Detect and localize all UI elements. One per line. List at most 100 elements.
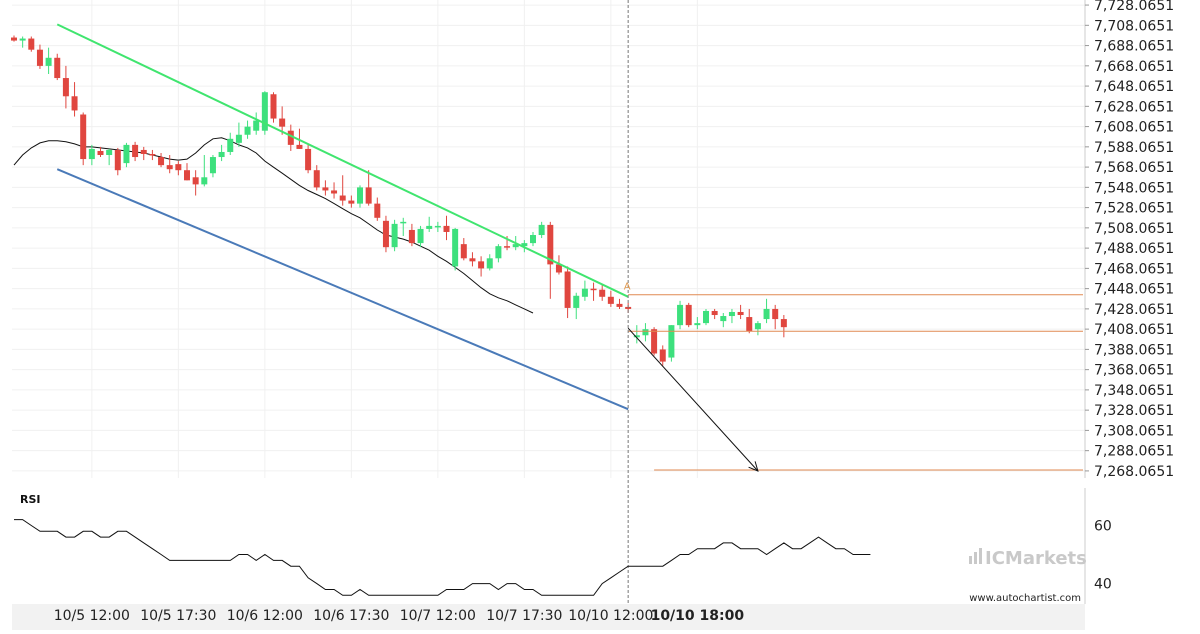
candle-body xyxy=(123,144,130,164)
candle-body xyxy=(400,221,407,224)
candle xyxy=(339,175,346,206)
price-tick-label: 7,708.0651 xyxy=(1094,18,1174,34)
candle xyxy=(71,82,78,117)
candle xyxy=(633,325,640,344)
candle-body xyxy=(132,144,139,158)
rsi-line xyxy=(14,519,871,596)
time-tick-label: 10/5 17:30 xyxy=(140,608,216,624)
candle-body xyxy=(711,310,718,316)
candle xyxy=(408,223,415,247)
time-tick-label: 10/5 12:00 xyxy=(54,608,130,624)
price-tick-label: 7,308.0651 xyxy=(1094,423,1174,439)
candle xyxy=(400,217,407,237)
candle-body xyxy=(486,258,493,269)
candle xyxy=(218,144,225,162)
candle xyxy=(62,65,69,109)
candle xyxy=(538,221,545,239)
candle-body xyxy=(184,170,190,181)
candle xyxy=(659,345,666,366)
candle-body xyxy=(564,271,571,308)
candle xyxy=(19,36,26,48)
time-axis-band xyxy=(12,604,1085,630)
price-tick-label: 7,728.0651 xyxy=(1094,0,1174,14)
candle xyxy=(158,152,165,168)
candle-body xyxy=(763,308,770,320)
candle xyxy=(607,290,614,307)
candle-body xyxy=(417,228,424,244)
candle xyxy=(365,170,372,206)
candle xyxy=(703,308,709,326)
candle xyxy=(434,221,441,232)
candle-body xyxy=(339,195,346,201)
candle-body xyxy=(408,229,415,244)
price-grid xyxy=(12,0,1085,478)
candle-body xyxy=(607,296,614,304)
candle xyxy=(460,238,467,261)
candle-body xyxy=(175,164,182,171)
candle xyxy=(175,161,182,176)
price-tick-label: 7,588.0651 xyxy=(1094,140,1174,156)
candle xyxy=(382,215,389,253)
candle-body xyxy=(365,187,372,204)
price-tick-label: 7,688.0651 xyxy=(1094,39,1174,55)
candle xyxy=(209,155,216,178)
candle xyxy=(97,146,104,158)
candle xyxy=(80,112,87,166)
time-tick-label: 10/6 17:30 xyxy=(313,608,389,624)
candle-body xyxy=(166,165,173,170)
candle-body xyxy=(573,295,580,308)
candle xyxy=(322,180,329,196)
rsi-panel: 60 40 xyxy=(14,488,1112,604)
candle-body xyxy=(469,258,476,262)
candle xyxy=(348,195,355,208)
candle-body xyxy=(555,264,562,273)
candle xyxy=(763,298,770,324)
candle-body xyxy=(460,244,467,259)
price-tick-label: 7,508.0651 xyxy=(1094,221,1174,237)
candle-body xyxy=(357,187,363,204)
candle-body xyxy=(11,37,17,41)
candle-body xyxy=(88,148,95,160)
candle-body xyxy=(218,151,225,158)
candle xyxy=(530,231,536,247)
candle-body xyxy=(158,157,165,166)
candle-body xyxy=(694,323,701,326)
candle xyxy=(166,155,173,174)
candle-body xyxy=(28,38,35,50)
candle-body xyxy=(305,148,312,171)
time-tick-label: 10/10 18:00 xyxy=(651,608,745,624)
candle xyxy=(564,266,571,319)
candle-body xyxy=(270,94,277,119)
time-tick-label: 10/10 12:00 xyxy=(568,608,653,624)
time-tick-label: 10/7 17:30 xyxy=(486,608,562,624)
candle-body xyxy=(754,323,761,330)
candle xyxy=(677,300,684,330)
candle xyxy=(720,312,727,328)
rsi-tick-label: 60 xyxy=(1094,518,1112,534)
candle-body xyxy=(209,157,216,174)
candle xyxy=(599,284,606,301)
candle-body xyxy=(235,134,242,143)
candle xyxy=(754,321,761,336)
price-tick-label: 7,668.0651 xyxy=(1094,59,1174,75)
candle xyxy=(772,304,779,330)
site-watermark: www.autochartist.com xyxy=(969,593,1081,604)
candle-body xyxy=(80,114,87,160)
candle xyxy=(374,197,381,221)
candle xyxy=(694,317,701,330)
channel-upper-line xyxy=(56,23,629,298)
candle-body xyxy=(633,335,640,338)
price-tick-label: 7,628.0651 xyxy=(1094,99,1174,115)
candle xyxy=(28,36,35,52)
candle xyxy=(114,147,121,176)
candle-body xyxy=(426,225,433,229)
candle xyxy=(201,155,208,187)
candle xyxy=(478,256,485,277)
time-axis: 10/5 12:00 10/5 17:30 10/6 12:00 10/6 17:30… xyxy=(12,604,1085,630)
price-tick-label: 7,348.0651 xyxy=(1094,383,1174,399)
candle xyxy=(555,255,562,275)
projection-arrowhead xyxy=(748,461,759,472)
candle xyxy=(132,141,139,162)
candle-body xyxy=(348,200,355,204)
